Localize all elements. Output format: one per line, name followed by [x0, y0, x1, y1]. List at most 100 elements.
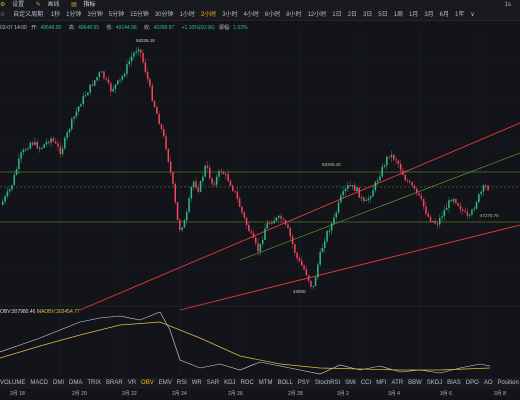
timeframe-3[interactable]: 5分钟: [108, 12, 125, 18]
indicator-tab-rsi[interactable]: RSI: [176, 380, 187, 386]
candle-body: [123, 73, 126, 77]
indicator-tab-wr[interactable]: WR: [191, 380, 202, 386]
indicator-tab-mtm[interactable]: MTM: [258, 380, 273, 386]
candle-body: [376, 180, 379, 182]
candle-body: [181, 227, 183, 230]
candle-body: [328, 230, 331, 232]
indicator-tab-atr[interactable]: ATR: [391, 380, 404, 386]
indicator-tab-stochrsi[interactable]: StochRSI: [314, 380, 341, 386]
chart-icon: ▤: [71, 2, 77, 8]
indicator-tab-trix[interactable]: TRIX: [87, 380, 102, 386]
indicator-tab-psy[interactable]: PSY: [297, 380, 310, 386]
indicator-tab-bias[interactable]: BIAS: [447, 380, 461, 386]
candle-body: [301, 260, 303, 266]
draw-button[interactable]: ✎ 画线: [35, 2, 60, 8]
candle-body: [140, 49, 142, 54]
amplitude-value: 振幅: 1.02%: [219, 25, 248, 31]
timeframe-8[interactable]: 3小时: [222, 12, 238, 18]
date-tick: 2月 22: [122, 391, 137, 397]
indicators-button[interactable]: ▤ 指标: [71, 2, 96, 8]
candle-body: [80, 104, 82, 107]
candle-body: [158, 113, 160, 125]
timeframe-2[interactable]: 3分钟: [87, 12, 103, 18]
indicator-tab-dpo[interactable]: DPO: [465, 380, 479, 386]
candle-body: [144, 62, 147, 73]
candle-body: [436, 223, 439, 225]
timeframe-22[interactable]: ∨: [470, 12, 475, 18]
indicator-tabs: VOLUME MACD DMI DMA TRIX BRAR VR OBV EMV RSI WR SAR…: [0, 378, 520, 389]
candle-body: [117, 80, 119, 85]
indicator-tab-dma[interactable]: DMA: [69, 380, 83, 386]
indicator-tab-cci[interactable]: CCI: [360, 380, 372, 386]
mid-price-label: 58359.45: [322, 162, 341, 167]
indicator-tab-kdj[interactable]: KDJ: [224, 380, 236, 386]
candle-body: [133, 52, 135, 57]
candle-body: [27, 148, 29, 150]
indicator-tab-boll[interactable]: BOLL: [277, 380, 293, 386]
timeframe-21[interactable]: 1年: [455, 12, 465, 18]
favorite-icon[interactable]: ☆: [0, 12, 6, 18]
timeframe-9[interactable]: 4小时: [243, 12, 259, 18]
indicator-tab-emv[interactable]: EMV: [158, 380, 172, 386]
indicator-tab-vr[interactable]: VR: [127, 380, 137, 386]
candle-body: [38, 147, 41, 149]
candle-body: [68, 129, 71, 133]
indicator-tab-roc[interactable]: ROC: [240, 380, 254, 386]
indicator-tab-ao[interactable]: AO: [483, 380, 493, 386]
date-tick: 3月 8: [494, 391, 506, 397]
timeframe-5[interactable]: 30分钟: [154, 12, 174, 18]
candle-body: [303, 265, 305, 270]
candle-body: [471, 209, 473, 215]
settings-button[interactable]: ⚙ 设置: [0, 2, 25, 8]
timeframe-20[interactable]: 6月: [439, 12, 449, 18]
indicator-tab-skdj[interactable]: SKDJ: [426, 380, 443, 386]
timeframe-18[interactable]: 1月: [408, 12, 419, 18]
indicator-tab-smi[interactable]: SMI: [345, 380, 356, 386]
indicator-tab-brar[interactable]: BRAR: [106, 380, 123, 386]
candle-body: [156, 107, 158, 114]
candle-body: [192, 181, 195, 188]
candle-body: [13, 174, 15, 185]
timeframe-10[interactable]: 6小时: [264, 12, 281, 18]
indicator-tab-dmi[interactable]: DMI: [53, 380, 65, 386]
candle-body: [416, 188, 418, 194]
candle-body: [351, 185, 354, 187]
timeframe-4[interactable]: 15分钟: [130, 12, 149, 18]
indicator-tab-position[interactable]: Position: [497, 380, 519, 386]
candle-body: [71, 118, 73, 130]
candle-body: [349, 185, 351, 187]
timeframe-0[interactable]: 1秒: [50, 12, 61, 18]
timeframe-11[interactable]: 8小时: [286, 12, 302, 18]
candle-body: [321, 247, 324, 253]
timeframe-6[interactable]: 1小时: [179, 12, 195, 18]
indicator-tab-obv[interactable]: OBV: [141, 380, 154, 386]
indicator-tab-mfi[interactable]: MFI: [376, 380, 387, 386]
timeframe-1[interactable]: 1分钟: [66, 12, 82, 18]
candle-body: [41, 147, 43, 149]
candle-body: [229, 180, 232, 186]
indicator-tab-volume[interactable]: VOLUME: [0, 380, 26, 386]
candle-body: [227, 174, 229, 181]
timeframe-16[interactable]: 5日: [378, 12, 388, 18]
candle-body: [151, 86, 153, 101]
indicator-tab-bbw[interactable]: BBW: [408, 380, 422, 386]
timeframe-14[interactable]: 2日: [347, 12, 357, 18]
price-chart[interactable]: [0, 20, 520, 378]
timeframe-12[interactable]: 12小时: [307, 12, 327, 18]
candle-body: [176, 202, 179, 220]
candle-body: [257, 243, 259, 252]
candle-body: [278, 215, 280, 218]
timeframe-15[interactable]: 3日: [362, 12, 373, 18]
interval-readout[interactable]: 1s: [504, 2, 511, 8]
candle-body: [307, 275, 310, 281]
timeframe-13[interactable]: 1日: [332, 12, 342, 18]
custom-period-button[interactable]: 自定义周期: [13, 12, 44, 18]
timeframe-17[interactable]: 1周: [393, 12, 403, 18]
indicator-tab-macd[interactable]: MACD: [30, 380, 49, 386]
timeframe-19[interactable]: 3月: [424, 12, 434, 18]
indicator-tab-sar[interactable]: SAR: [206, 380, 220, 386]
timeframe-7[interactable]: 2小时: [200, 12, 217, 18]
candle-body: [2, 201, 4, 205]
candle-body: [66, 132, 68, 138]
candle-body: [100, 71, 103, 73]
